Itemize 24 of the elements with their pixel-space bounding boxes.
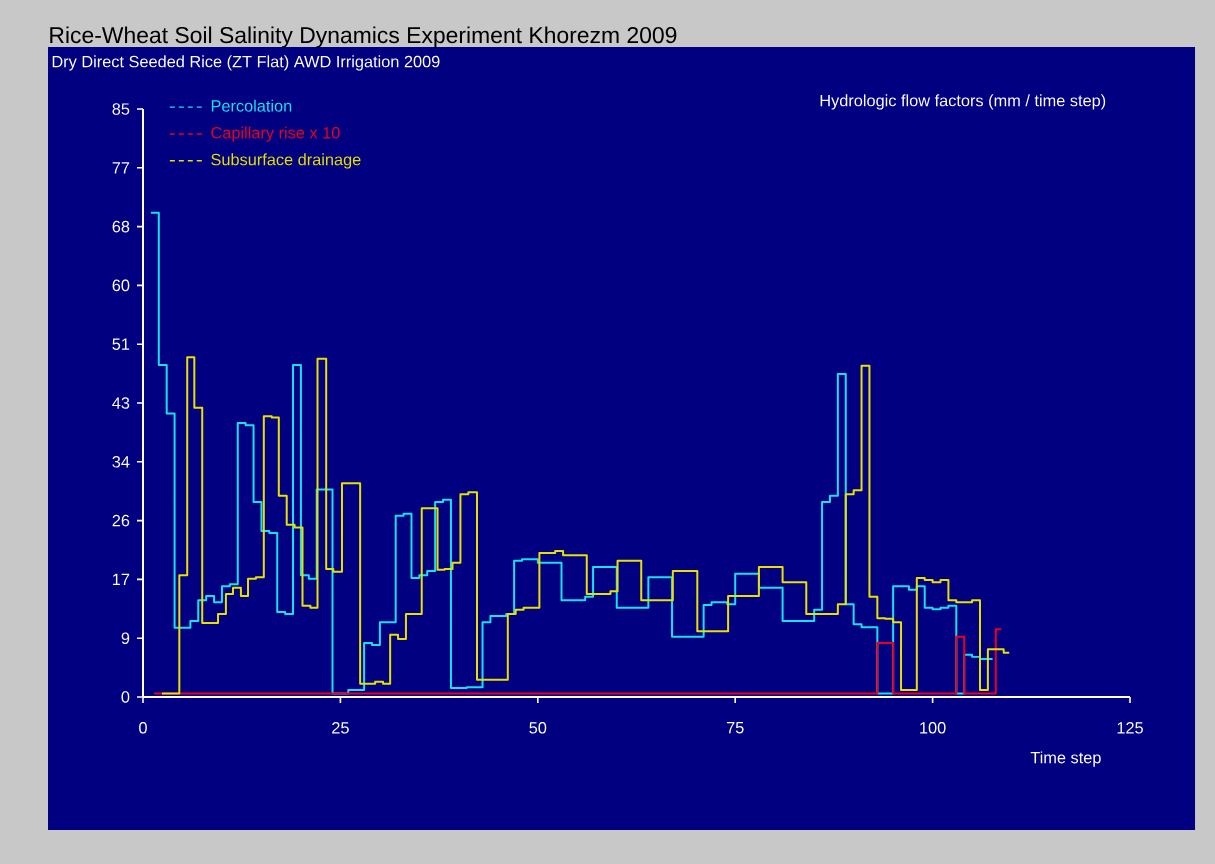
legend-label: Subsurface drainage (211, 153, 361, 169)
y-tick-label: 43 (112, 397, 130, 409)
y-tick-label: 77 (112, 162, 130, 174)
y-tick-label: 17 (113, 573, 130, 586)
y-tick-label: 85 (112, 103, 130, 115)
x-tick-label: 100 (920, 722, 946, 734)
y-tick-label: 0 (121, 691, 130, 703)
y-tick-label: 9 (121, 632, 130, 644)
x-tick-label: 125 (1117, 722, 1143, 734)
x-tick-label: 0 (139, 722, 147, 734)
chart-subtitle: Dry Direct Seeded Rice (ZT Flat) AWD Irrigation 2009 (52, 55, 440, 71)
y-tick-label: 51 (112, 338, 130, 350)
y-tick-label: 68 (112, 220, 130, 233)
y-tick-label: 60 (112, 279, 130, 292)
y-axis-title: Hydrologic flow factors (mm / time step) (820, 94, 1106, 110)
chart-title: Rice-Wheat Soil Salinity Dynamics Experiment Khorezm 2009 (50, 26, 677, 48)
legend-label: Percolation (211, 99, 292, 112)
x-tick-label: 50 (529, 722, 547, 734)
legend-label: Capillary rise x 10 (211, 126, 340, 142)
x-tick-label: 25 (332, 722, 349, 734)
y-tick-label: 34 (112, 456, 130, 468)
x-tick-label: 75 (726, 722, 744, 734)
x-axis-title: Time step (1030, 751, 1101, 767)
y-tick-label: 26 (112, 514, 130, 527)
